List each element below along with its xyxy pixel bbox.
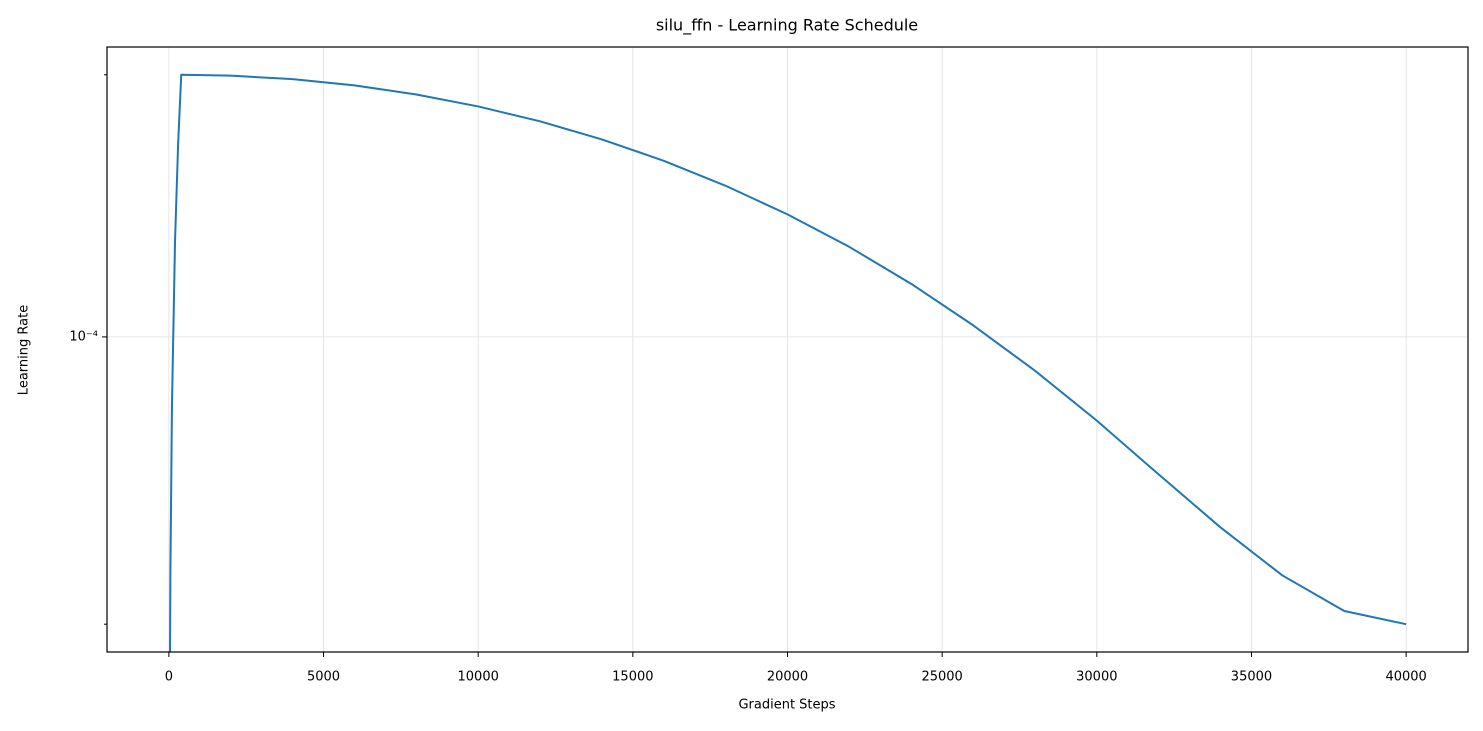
x-tick-label: 30000: [1076, 670, 1117, 685]
x-tick-label: 25000: [921, 670, 962, 685]
line-series: [169, 73, 1407, 652]
y-tick-label: 10⁻⁴: [69, 329, 98, 344]
x-tick-label: 10000: [458, 670, 499, 685]
grid: [107, 47, 1468, 652]
x-tick-label: 15000: [612, 670, 653, 685]
x-axis-label: Gradient Steps: [738, 698, 835, 713]
y-axis-label: Learning Rate: [17, 305, 32, 395]
x-tick-label: 20000: [767, 670, 808, 685]
plot-area: [169, 73, 1407, 652]
chart-title: silu_ffn - Learning Rate Schedule: [656, 16, 918, 36]
x-tick-label: 0: [165, 670, 173, 685]
x-tick-label: 40000: [1385, 670, 1426, 685]
x-tick-label: 35000: [1231, 670, 1272, 685]
x-tick-label: 5000: [307, 670, 340, 685]
